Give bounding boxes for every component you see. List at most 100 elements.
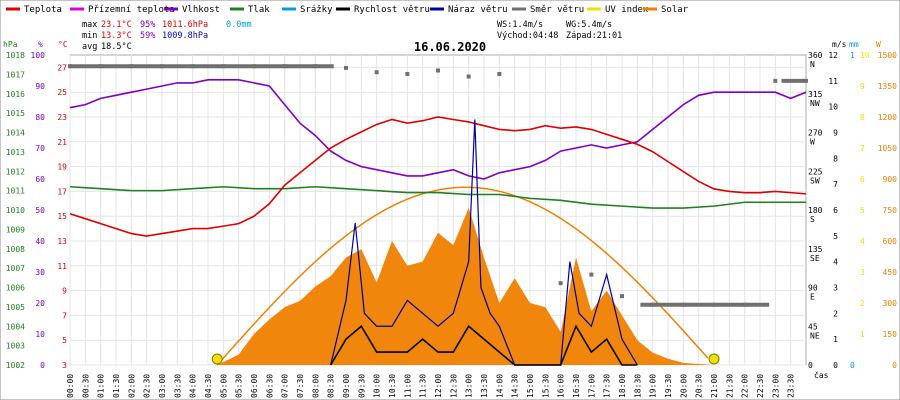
wind-dir-point-14 [497,71,502,76]
hum-tick-4: 40 [35,237,45,246]
x-tick-7: 03:30 [173,374,182,398]
hpa-tick-14: 1016 [6,90,25,99]
x-tick-16: 08:00 [311,374,320,398]
stat-sunset: Západ:21:01 [566,31,622,41]
series-solar-max-line [216,186,709,366]
dir-tick-6: 270 [808,129,823,138]
temp-tick-4: 11 [57,262,67,271]
x-tick-3: 01:30 [112,374,121,398]
x-tick-38: 19:00 [649,374,658,398]
temp-tick-6: 15 [57,212,67,221]
legend-label-6: Náraz větru [448,5,508,15]
hum-tick-9: 90 [35,82,45,91]
left-unit-1: % [38,40,43,49]
x-tick-20: 10:00 [373,374,382,398]
ms-tick-4: 4 [833,258,838,267]
x-tick-21: 10:30 [388,374,397,398]
w-tick-8: 1200 [878,113,897,122]
legend-label-2: Vlhkost [182,5,220,15]
stat-rain: 0.0mm [226,20,252,30]
x-tick-37: 18:30 [633,374,642,398]
hpa-tick-13: 1015 [6,109,25,118]
stat-max-press: 1011.6hPa [162,20,208,30]
hpa-tick-16: 1018 [6,51,25,60]
x-tick-18: 09:00 [342,374,351,398]
stat-min-hum: 59% [140,31,155,41]
legend: Teplota Přízemní teplota Vlhkost Tlak Srážky… [6,5,689,15]
temp-tick-2: 7 [62,311,67,320]
hpa-tick-8: 1010 [6,206,25,215]
x-tick-32: 16:00 [557,374,566,398]
mm-tick-1: 1 [850,51,855,60]
dir-tick-label-6: W [810,138,815,147]
temp-tick-8: 19 [57,163,67,172]
x-tick-35: 17:30 [603,374,612,398]
x-tick-5: 02:30 [143,374,152,398]
dir-tick-4: 180 [808,206,823,215]
sunset-marker [708,353,720,365]
stat-wg: WG:5.4m/s [566,20,612,30]
legend-label-8: UV index [605,5,649,15]
x-tick-42: 21:00 [710,374,719,398]
ms-tick-9: 9 [833,129,838,138]
legend-label-0: Teplota [24,5,62,15]
x-tick-17: 08:30 [327,374,336,398]
wind-dir-point-9 [344,65,348,70]
temp-tick-5: 13 [57,237,67,246]
stat-avg-temp: 18.5°C [101,42,132,52]
sunrise-marker [211,353,223,365]
dir-tick-label-5: SW [810,176,820,185]
x-tick-0: 00:00 [66,374,75,398]
x-tick-2: 01:00 [97,374,106,398]
stat-avg-label: avg [82,42,97,52]
x-tick-10: 05:00 [219,374,228,398]
x-tick-12: 06:00 [250,374,259,398]
hpa-tick-9: 1011 [6,187,25,196]
ms-tick-2: 2 [833,309,838,318]
dir-tick-label-7: NW [810,99,820,108]
x-tick-6: 03:00 [158,374,167,398]
right-axes: 045NE90E135SE180S225SW270W315NW360N01234… [808,40,897,370]
temp-tick-9: 21 [57,138,67,147]
stat-max-label: max [82,20,97,30]
w-tick-9: 1350 [878,82,897,91]
svg-text:max: max [82,20,97,30]
x-axis: 00:00 00:30 01:00 01:30 02:00 02:30 03:00 03:30… [66,374,796,398]
x-tick-19: 09:30 [357,374,366,398]
w-tick-4: 600 [883,237,898,246]
temp-tick-7: 17 [57,187,67,196]
hum-tick-2: 20 [35,299,45,308]
left-unit-2: °C [58,40,68,49]
w-tick-2: 300 [883,299,898,308]
stat-min-label: min [82,31,97,41]
uv-tick-6: 6 [860,175,865,184]
uv-tick-8: 8 [860,113,865,122]
x-tick-9: 04:30 [204,374,213,398]
hum-tick-10: 100 [31,51,46,60]
plot-area [68,54,808,366]
dir-tick-label-1: NE [810,331,820,340]
x-tick-8: 04:00 [189,374,198,398]
dir-tick-0: 0 [808,361,813,370]
hpa-tick-2: 1004 [6,322,25,331]
legend-label-3: Tlak [248,5,270,15]
hpa-tick-12: 1014 [6,129,25,138]
temp-tick-1: 5 [62,336,67,345]
x-tick-40: 20:00 [679,374,688,398]
left-unit-0: hPa [3,40,18,49]
wind-dir-point-22 [773,78,778,83]
x-tick-26: 13:00 [465,374,474,398]
dir-tick-8: 360 [808,51,823,60]
temp-tick-11: 25 [57,88,67,97]
stat-ws: WS:1.4m/s [497,20,543,30]
right-unit-2: W [876,40,881,49]
uv-tick-9: 9 [860,82,865,91]
right-unit-1: mm [849,40,859,49]
x-tick-23: 11:30 [419,374,428,398]
uv-tick-7: 7 [860,144,865,153]
right-unit-0: m/s [832,40,847,49]
legend-label-9: Solar [661,5,689,15]
stats-block: max 23.1°C 95% 1011.6hPa 0.0mm min 13.3°… [82,20,622,52]
ms-tick-10: 10 [828,103,838,112]
